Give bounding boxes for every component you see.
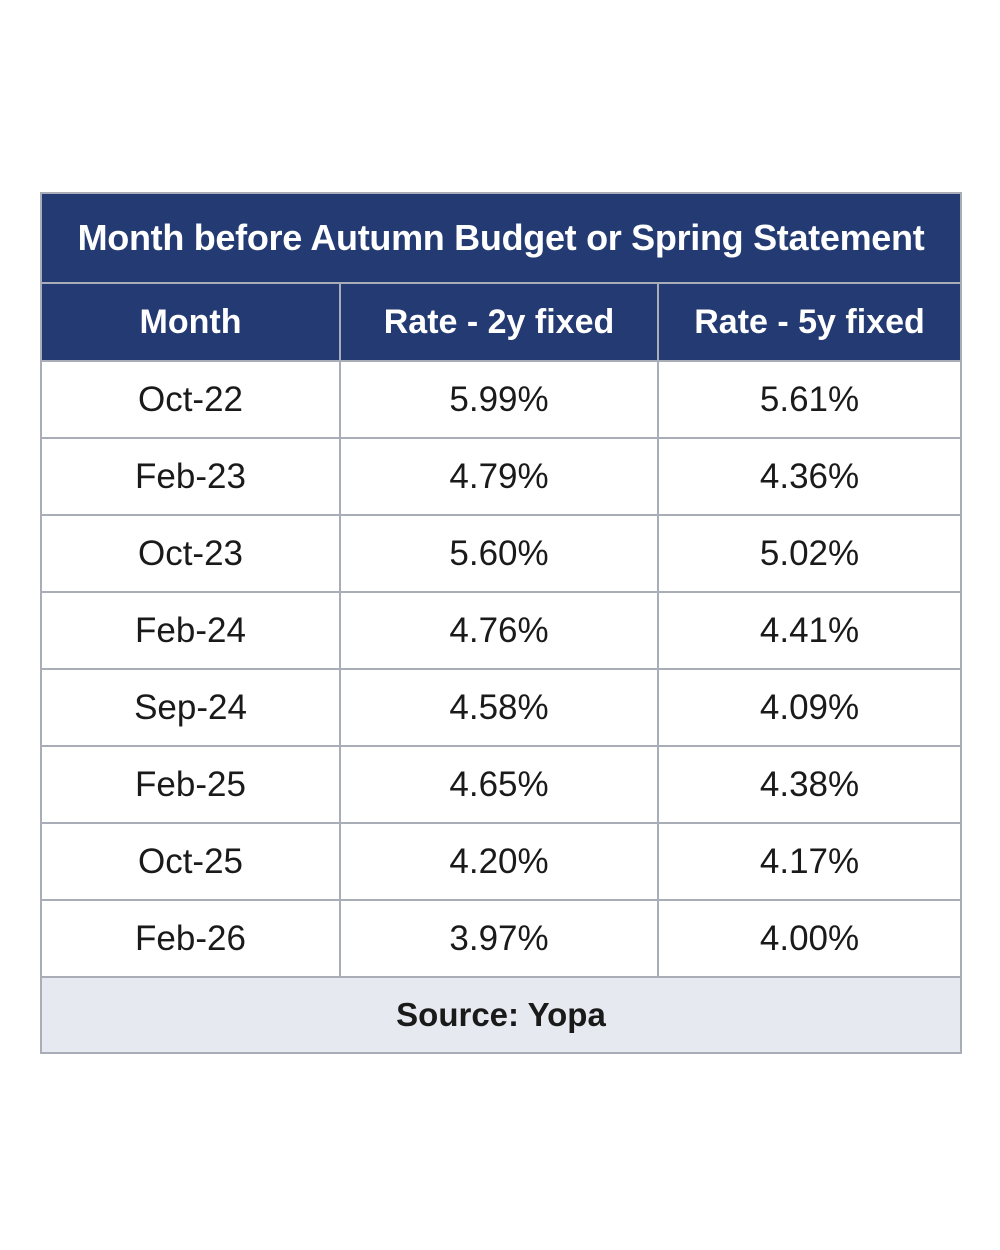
table-row: Oct-22 5.99% 5.61% xyxy=(42,360,960,438)
cell-month: Feb-25 xyxy=(42,745,341,823)
cell-month: Feb-26 xyxy=(42,899,341,976)
cell-rate-5y: 5.61% xyxy=(658,360,960,438)
table-row: Feb-23 4.79% 4.36% xyxy=(42,437,960,515)
rates-table-container: Month before Autumn Budget or Spring Sta… xyxy=(40,192,962,1054)
cell-month: Oct-23 xyxy=(42,514,341,592)
cell-rate-2y: 5.60% xyxy=(340,514,659,592)
cell-rate-5y: 4.36% xyxy=(658,437,960,515)
rates-table: Month Rate - 2y fixed Rate - 5y fixed Oc… xyxy=(42,284,960,976)
cell-month: Sep-24 xyxy=(42,668,341,746)
table-row: Oct-25 4.20% 4.17% xyxy=(42,822,960,900)
cell-rate-2y: 5.99% xyxy=(340,360,659,438)
cell-rate-2y: 4.58% xyxy=(340,668,659,746)
cell-rate-5y: 4.17% xyxy=(658,822,960,900)
cell-rate-2y: 4.65% xyxy=(340,745,659,823)
cell-rate-2y: 4.79% xyxy=(340,437,659,515)
cell-month: Feb-24 xyxy=(42,591,341,669)
table-row: Feb-24 4.76% 4.41% xyxy=(42,591,960,669)
column-header-rate-5y: Rate - 5y fixed xyxy=(658,284,960,361)
table-row: Oct-23 5.60% 5.02% xyxy=(42,514,960,592)
source-footer: Source: Yopa xyxy=(42,976,960,1052)
cell-rate-5y: 4.41% xyxy=(658,591,960,669)
cell-rate-5y: 4.09% xyxy=(658,668,960,746)
column-header-rate-2y: Rate - 2y fixed xyxy=(340,284,659,361)
cell-rate-5y: 4.38% xyxy=(658,745,960,823)
cell-month: Feb-23 xyxy=(42,437,341,515)
table-title: Month before Autumn Budget or Spring Sta… xyxy=(42,194,960,284)
cell-rate-2y: 4.76% xyxy=(340,591,659,669)
header-row: Month Rate - 2y fixed Rate - 5y fixed xyxy=(42,284,960,361)
table-row: Feb-26 3.97% 4.00% xyxy=(42,899,960,976)
column-header-month: Month xyxy=(42,284,341,361)
cell-rate-5y: 5.02% xyxy=(658,514,960,592)
table-row: Feb-25 4.65% 4.38% xyxy=(42,745,960,823)
cell-month: Oct-25 xyxy=(42,822,341,900)
cell-rate-5y: 4.00% xyxy=(658,899,960,976)
cell-rate-2y: 4.20% xyxy=(340,822,659,900)
cell-month: Oct-22 xyxy=(42,360,341,438)
table-row: Sep-24 4.58% 4.09% xyxy=(42,668,960,746)
cell-rate-2y: 3.97% xyxy=(340,899,659,976)
